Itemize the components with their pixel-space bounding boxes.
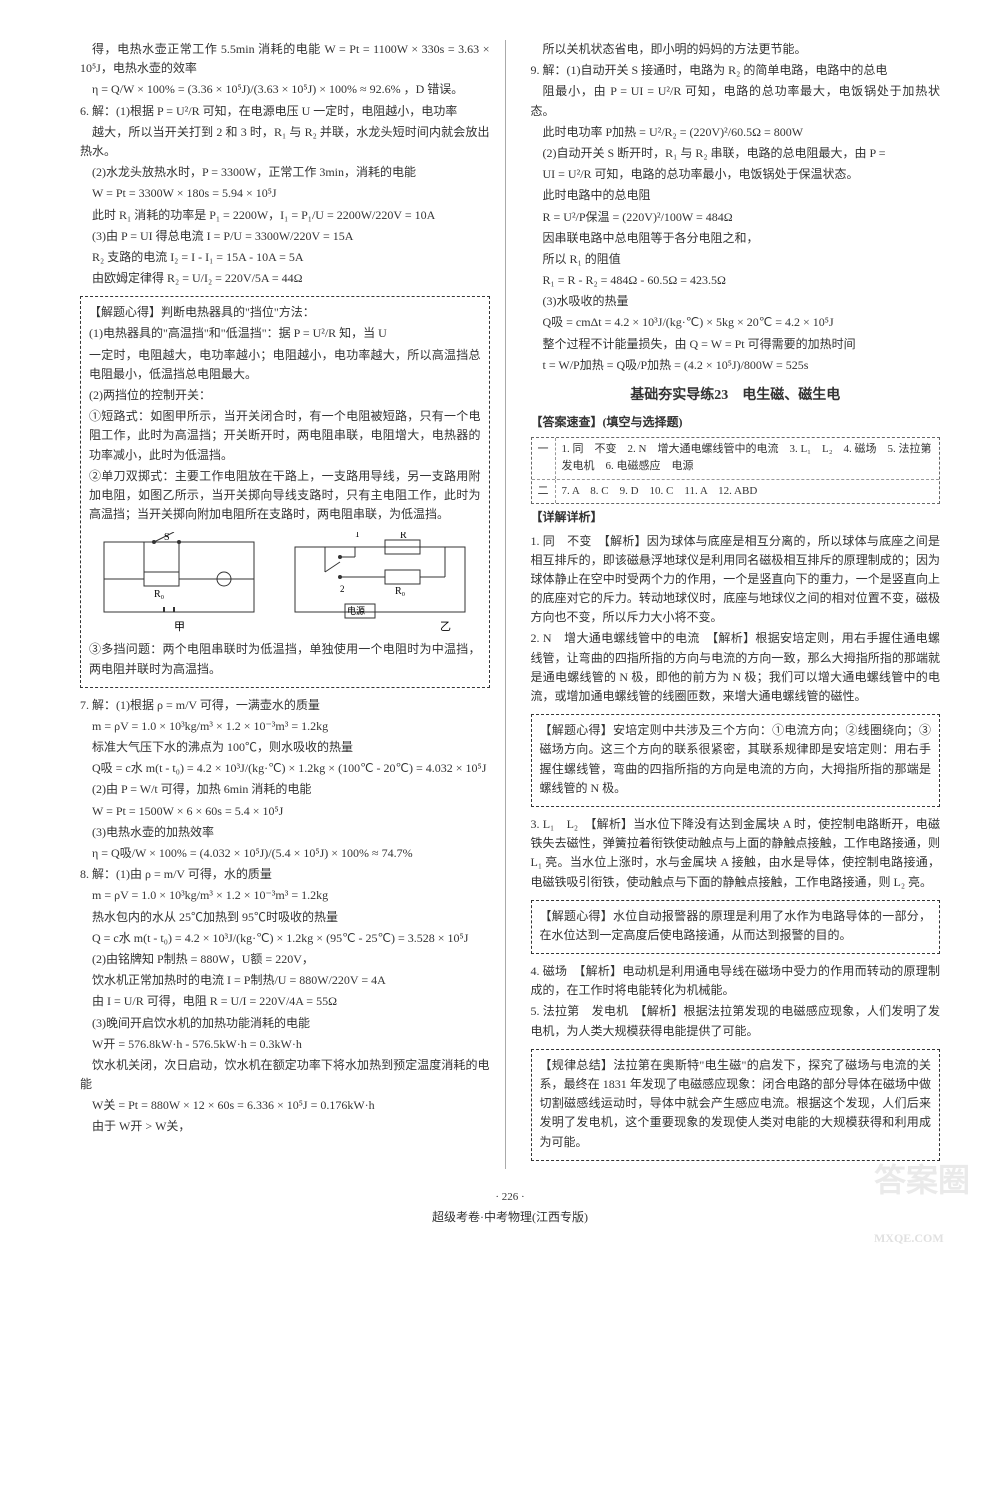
q6-6: (3)由 P = UI 得总电流 I = P/U = 3300W/220V = … [80,227,490,246]
q8-4: Q = c水 m(t - t₀) = 4.2 × 10³J/(kg·℃) × 1… [80,929,490,948]
q6-7: R₂ 支路的电流 I₂ = I - I₁ = 15A - 10A = 5A [80,248,490,267]
q7-7: (3)电热水壶的加热效率 [80,823,490,842]
tip-box-2: 【解题心得】安培定则中共涉及三个方向：①电流方向；②线圈绕向；③磁场方向。这三个… [531,714,941,807]
detail-title: 【详解详析】 [531,508,941,527]
footer-title: 超级考卷·中考物理(江西专版) [80,1208,940,1227]
watermark-sub: MXQE.COM [874,1231,944,1245]
svg-text:S: S [164,532,170,543]
svg-text:R₀: R₀ [154,589,165,600]
q7-4: Q吸 = c水 m(t - t₀) = 4.2 × 10³J/(kg·℃) × … [80,759,490,778]
svg-text:R: R [400,532,407,541]
q7-1: 7. 解：(1)根据 ρ = m/V 可得，一满壶水的质量 [80,696,490,715]
q9-5: UI = U²/R 可知，电路的总功率最小，电饭锅处于保温状态。 [531,165,941,184]
circuit-jia: S R₀ 甲 [94,532,264,632]
q9-6: 此时电路中的总电阻 [531,186,941,205]
watermark-main: 答案圈 [874,1162,970,1198]
q8-2: m = ρV = 1.0 × 10³kg/m³ × 1.2 × 10⁻³m³ =… [80,886,490,905]
q7-2: m = ρV = 1.0 × 10³kg/m³ × 1.2 × 10⁻³m³ =… [80,717,490,736]
box4-text: 【规律总结】法拉第在奥斯特"电生磁"的启发下，探究了磁场与电流的关系，最终在 1… [540,1056,932,1152]
r-p1: 所以关机状态省电，即小明的妈妈的方法更节能。 [531,40,941,59]
q8-6: 饮水机正常加热时的电流 I = P制热/U = 880W/220V = 4A [80,971,490,990]
svg-text:甲: 甲 [174,621,185,632]
q9-12: Q吸 = cmΔt = 4.2 × 10³J/(kg·℃) × 5kg × 20… [531,313,941,332]
d1: 1. 同 不变 【解析】因为球体与底座是相互分离的，所以球体与底座之间是相互排斥… [531,532,941,628]
tip-box-3: 【解题心得】水位自动报警器的原理是利用了水作为电路导体的一部分，在水位达到一定高… [531,900,941,954]
q8-3: 热水包内的水从 25℃加热到 95℃时吸收的热量 [80,908,490,927]
d3: 3. L₁ L₂ 【解析】当水位下降没有达到金属块 A 时，使控制电路断开，电磁… [531,815,941,892]
box3-text: 【解题心得】水位自动报警器的原理是利用了水作为电路导体的一部分，在水位达到一定高… [540,907,932,945]
section-title: 基础夯实导练23 电生磁、磁生电 [531,385,941,407]
svg-text:电源: 电源 [347,605,365,616]
quick-answer-title: 【答案速查】(填空与选择题) [531,413,941,432]
q8-7: 由 I = U/R 可得，电阻 R = U/I = 220V/4A = 55Ω [80,992,490,1011]
q7-5: (2)由 P = W/t 可得，加热 6min 消耗的电能 [80,780,490,799]
q8-5: (2)由铭牌知 P制热 = 880W，U额 = 220V， [80,950,490,969]
q9-10: R₁ = R - R₂ = 484Ω - 60.5Ω = 423.5Ω [531,271,941,290]
q9-11: (3)水吸收的热量 [531,292,941,311]
table-row: 二 7. A 8. C 9. D 10. C 11. A 12. ABD [532,480,940,504]
row-num: 一 [532,438,556,479]
box2-text: 【解题心得】安培定则中共涉及三个方向：①电流方向；②线圈绕向；③磁场方向。这三个… [540,721,932,798]
tip-box-4: 【规律总结】法拉第在奥斯特"电生磁"的启发下，探究了磁场与电流的关系，最终在 1… [531,1049,941,1161]
svg-text:2: 2 [340,584,345,594]
box1-p3: (2)两挡位的控制开关： [89,386,481,405]
svg-text:R₀: R₀ [395,586,406,597]
box1-p1: (1)电热器具的"高温挡"和"低温挡"：据 P = U²/R 知，当 U [89,324,481,343]
table-row: 一 1. 同 不变 2. N 增大通电螺线管中的电流 3. L₁ L₂ 4. 磁… [532,438,940,480]
d5: 5. 法拉第 发电机 【解析】根据法拉第发现的电磁感应现象，人们发明了发电机，为… [531,1002,941,1040]
q6-2: 越大，所以当开关打到 2 和 3 时，R₁ 与 R₂ 并联，水龙头短时间内就会放… [80,123,490,161]
box1-p2: 一定时，电阻越大，电功率越小；电阻越小，电功率越大，所以高温挡总电阻最小，低温挡… [89,346,481,384]
q7-6: W = Pt = 1500W × 6 × 60s = 5.4 × 10⁵J [80,802,490,821]
q8-10: 饮水机关闭，次日启动，饮水机在额定功率下将水加热到预定温度消耗的电能 [80,1056,490,1094]
q9-7: R = U²/P保温 = (220V)²/100W = 484Ω [531,208,941,227]
row-num: 二 [532,480,556,504]
q7-8: η = Q吸/W × 100% = (4.032 × 10⁵J)/(5.4 × … [80,844,490,863]
d4: 4. 磁场 【解析】电动机是利用通电导线在磁场中受力的作用而转动的原理制成的，在… [531,962,941,1000]
svg-text:1: 1 [355,532,360,539]
q8-12: 由于 W开 > W关， [80,1117,490,1136]
q6-8: 由欧姆定律得 R₂ = U/I₂ = 220V/5A = 44Ω [80,269,490,288]
row-content: 7. A 8. C 9. D 10. C 11. A 12. ABD [556,480,940,504]
q6-5: 此时 R₁ 消耗的功率是 P₁ = 2200W，I₁ = P₁/U = 2200… [80,206,490,225]
page-number: · 226 · [80,1189,940,1207]
q9-14: t = W/P加热 = Q吸/P加热 = (4.2 × 10⁵J)/800W =… [531,356,941,375]
footer: · 226 · 超级考卷·中考物理(江西专版) [80,1189,940,1228]
q9-9: 所以 R₁ 的阻值 [531,250,941,269]
svg-text:乙: 乙 [440,620,451,632]
box1-p4: ①短路式：如图甲所示，当开关闭合时，有一个电阻被短路，只有一个电阻工作，此时为高… [89,407,481,465]
q9-2: 阻最小，由 P = UI = U²/R 可知，电路的总功率最大，电饭锅处于加热状… [531,82,941,120]
q9-13: 整个过程不计能量损失，由 Q = W = Pt 可得需要的加热时间 [531,335,941,354]
box1-title: 【解题心得】判断电热器具的"挡位"方法： [89,303,481,322]
q9-8: 因串联电路中总电阻等于各分电阻之和， [531,229,941,248]
q9-4: (2)自动开关 S 断开时，R₁ 与 R₂ 串联，电路的总电阻最大，由 P = [531,144,941,163]
box1-p5: ②单刀双掷式：主要工作电阻放在干路上，一支路用导线，另一支路用附加电阻，如图乙所… [89,467,481,525]
row-content: 1. 同 不变 2. N 增大通电螺线管中的电流 3. L₁ L₂ 4. 磁场 … [556,438,940,479]
circuit-diagrams: S R₀ 甲 [89,532,481,632]
tip-box-1: 【解题心得】判断电热器具的"挡位"方法： (1)电热器具的"高温挡"和"低温挡"… [80,296,490,687]
watermark: 答案圈 MXQE.COM [874,1155,970,1257]
formula: η = Q/W × 100% = (3.36 × 10⁵J)/(3.63 × 1… [80,80,490,99]
q8-11: W关 = Pt = 880W × 12 × 60s = 6.336 × 10⁵J… [80,1096,490,1115]
q9-1: 9. 解：(1)自动开关 S 接通时，电路为 R₂ 的简单电路，电路中的总电 [531,61,941,80]
q7-3: 标准大气压下水的沸点为 100℃，则水吸收的热量 [80,738,490,757]
circuit-yi: R R₀ 电源 乙 1 2 [285,532,475,632]
q9-3: 此时电功率 P加热 = U²/R₂ = (220V)²/60.5Ω = 800W [531,123,941,142]
q6-4: W = Pt = 3300W × 180s = 5.94 × 10⁵J [80,184,490,203]
q6-1: 6. 解：(1)根据 P = U²/R 可知，在电源电压 U 一定时，电阻越小，… [80,102,490,121]
d2: 2. N 增大通电螺线管中的电流 【解析】根据安培定则，用右手握住通电螺线管，让… [531,629,941,706]
text: 得，电热水壶正常工作 5.5min 消耗的电能 W = Pt = 1100W ×… [80,40,490,78]
q8-9: W开 = 576.8kW·h - 576.5kW·h = 0.3kW·h [80,1035,490,1054]
q8-8: (3)晚间开启饮水机的加热功能消耗的电能 [80,1014,490,1033]
box1-p6: ③多挡问题：两个电阻串联时为低温挡，单独使用一个电阻时为中温挡，两电阻并联时为高… [89,640,481,678]
answer-table: 一 1. 同 不变 2. N 增大通电螺线管中的电流 3. L₁ L₂ 4. 磁… [531,437,941,505]
q8-1: 8. 解：(1)由 ρ = m/V 可得，水的质量 [80,865,490,884]
q6-3: (2)水龙头放热水时，P = 3300W，正常工作 3min，消耗的电能 [80,163,490,182]
